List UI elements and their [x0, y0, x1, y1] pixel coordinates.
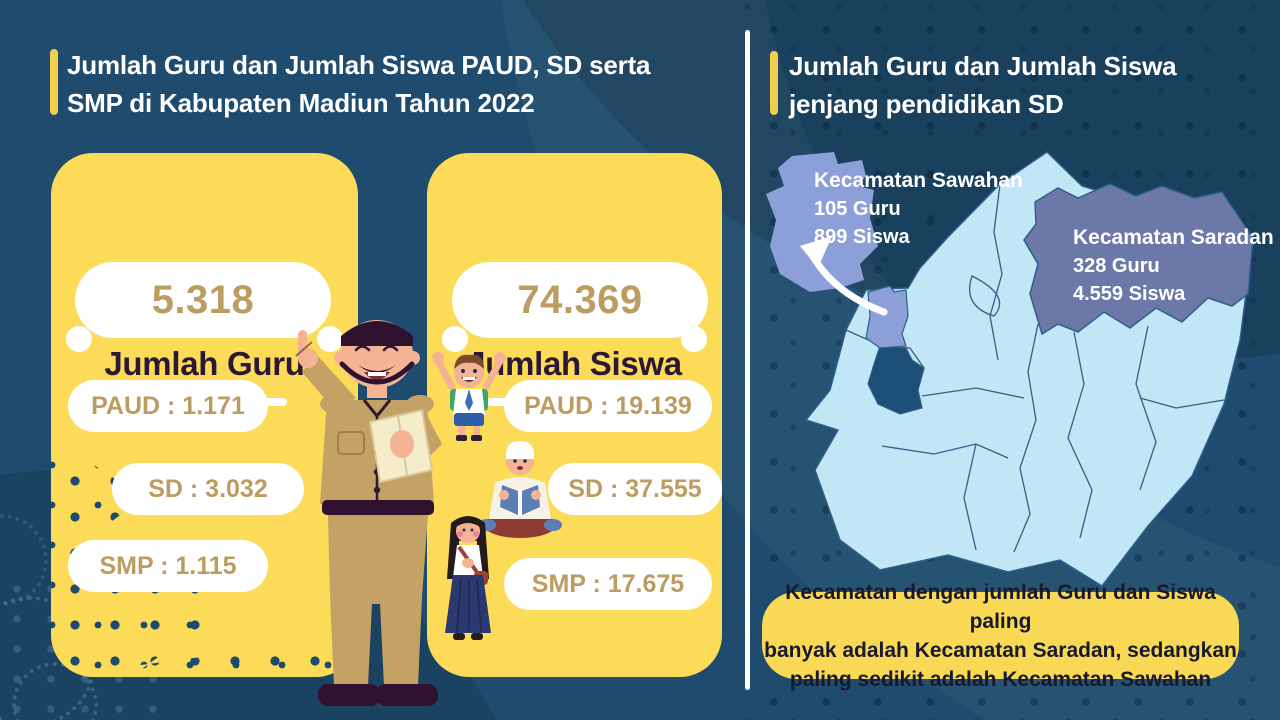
guru-paud-pill: PAUD : 1.171: [68, 380, 268, 432]
student-reading-illustration: [478, 441, 562, 538]
left-title-accent-bar: [50, 49, 58, 115]
guru-smp-value: SMP : 1.115: [99, 551, 237, 580]
left-title-line1: Jumlah Guru dan Jumlah Siswa PAUD, SD se…: [67, 50, 651, 80]
section-divider: [745, 30, 750, 690]
siswa-total-value: 74.369: [517, 277, 643, 322]
saradan-name: Kecamatan Saradan: [1073, 226, 1274, 249]
map-arrow: [800, 236, 888, 316]
left-title-line2: SMP di Kabupaten Madiun Tahun 2022: [67, 88, 535, 118]
guru-paud-value: PAUD : 1.171: [91, 391, 245, 420]
note-line3: paling sedikit adalah Kecamatan Sawahan: [789, 667, 1212, 691]
siswa-card-title: Jumlah Siswa: [467, 345, 682, 382]
saradan-siswa: 4.559 Siswa: [1073, 283, 1186, 305]
siswa-smp-value: SMP : 17.675: [531, 569, 685, 598]
siswa-sd-value: SD : 37.555: [568, 474, 702, 503]
map-region-dark: [867, 345, 925, 415]
right-title-line1: Jumlah Guru dan Jumlah Siswa: [789, 51, 1177, 81]
summary-note: Kecamatan dengan jumlah Guru dan Siswa p…: [762, 581, 1239, 691]
map-internal-borders: [845, 183, 1225, 553]
siswa-total-pill: 74.369: [452, 262, 708, 338]
siswa-paud-pill: PAUD : 19.139: [504, 380, 712, 432]
sawahan-siswa: 899 Siswa: [814, 226, 910, 248]
right-title-line2: jenjang pendidikan SD: [789, 89, 1064, 119]
guru-sd-pill: SD : 3.032: [112, 463, 304, 515]
teacher-illustration: [295, 320, 442, 706]
guru-total-pill: 5.318: [75, 262, 331, 338]
right-panel-title: Jumlah Guru dan Jumlah Siswa jenjang pen…: [789, 47, 1249, 123]
map-region-saradan: [1023, 183, 1254, 336]
sawahan-label: Kecamatan Sawahan 105 Guru 899 Siswa: [814, 167, 1023, 251]
guru-total-value: 5.318: [151, 277, 255, 322]
map-region-sawahan: [865, 285, 909, 349]
siswa-paud-value: PAUD : 19.139: [524, 391, 692, 420]
student-girl-illustration: [445, 516, 491, 640]
saradan-guru: 328 Guru: [1073, 255, 1160, 277]
card-pin-circle: [66, 326, 92, 352]
student-cheering-illustration: [432, 352, 506, 441]
right-title-accent-bar: [770, 51, 778, 115]
guru-card-title: Jumlah Guru: [104, 345, 305, 382]
guru-sd-value: SD : 3.032: [148, 474, 268, 503]
note-line2: banyak adalah Kecamatan Saradan, sedangk…: [764, 638, 1237, 662]
guru-smp-pill: SMP : 1.115: [68, 540, 268, 592]
madiun-map: [766, 151, 1254, 587]
note-line1: Kecamatan dengan jumlah Guru dan Siswa p…: [785, 580, 1216, 633]
card-pin-circle: [442, 326, 468, 352]
sawahan-guru: 105 Guru: [814, 198, 901, 220]
guru-card: Jumlah Guru 5.318 PAUD : 1.171 SD : 3.03…: [51, 153, 358, 677]
siswa-smp-pill: SMP : 17.675: [504, 558, 712, 610]
sawahan-name: Kecamatan Sawahan: [814, 169, 1023, 192]
card-pin-circle: [317, 326, 343, 352]
siswa-sd-pill: SD : 37.555: [548, 463, 722, 515]
map-region-sawahan-callout: [766, 152, 878, 292]
saradan-label: Kecamatan Saradan 328 Guru 4.559 Siswa: [1073, 224, 1274, 308]
left-panel-title: Jumlah Guru dan Jumlah Siswa PAUD, SD se…: [67, 46, 727, 122]
